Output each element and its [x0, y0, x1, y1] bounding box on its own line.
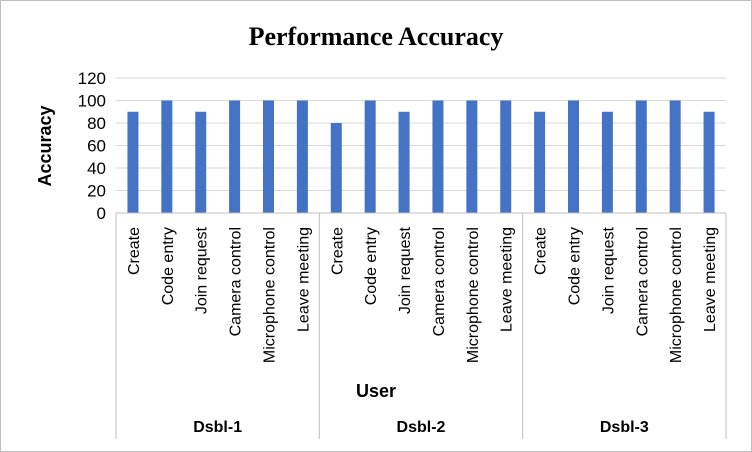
bar: [127, 111, 139, 213]
bar: [635, 100, 647, 213]
category-label: Leave meeting: [499, 227, 516, 332]
bar: [229, 100, 241, 213]
group-label: Dsbl-3: [600, 419, 649, 436]
category-label: Create: [126, 227, 143, 275]
bar: [263, 100, 274, 213]
category-label: Leave meeting: [702, 227, 719, 332]
bar: [364, 100, 376, 213]
category-label: Join request: [397, 226, 414, 314]
bar: [161, 100, 173, 213]
bar: [330, 123, 342, 213]
bar: [568, 100, 579, 213]
category-label: Camera control: [431, 227, 448, 336]
bar: [601, 111, 613, 213]
bar: [432, 100, 444, 213]
bar: [534, 111, 546, 213]
bar: [500, 100, 512, 213]
category-labels: Create Code entry Join request Camera contr…: [126, 226, 719, 363]
bar: [669, 100, 681, 213]
category-label: Join request: [600, 226, 617, 314]
category-label: Create: [533, 227, 550, 275]
gridlines: [116, 77, 726, 191]
category-label: Camera control: [228, 227, 245, 336]
group-label: Dsbl-2: [397, 419, 446, 436]
category-label: Leave meeting: [295, 227, 312, 332]
y-tick-label: 100: [78, 92, 106, 111]
category-label: Camera control: [634, 227, 651, 336]
y-tick-label: 80: [87, 114, 106, 133]
y-tick-label: 120: [78, 69, 106, 88]
category-label: Code entry: [567, 227, 584, 305]
group-label: Dsbl-1: [193, 419, 242, 436]
y-tick-labels: 0 20 40 60 80 100 120: [78, 69, 106, 223]
chart-title: Performance Accuracy: [249, 22, 504, 51]
category-label: Join request: [194, 226, 211, 314]
y-tick-label: 60: [87, 137, 106, 156]
category-label: Microphone control: [465, 227, 482, 363]
y-axis-title: Accuracy: [35, 105, 55, 186]
bar: [398, 111, 410, 213]
y-tick-label: 20: [87, 182, 106, 201]
group-labels: Dsbl-1 Dsbl-2 Dsbl-3: [193, 419, 649, 436]
bar: [703, 111, 715, 213]
category-label: Code entry: [363, 227, 380, 305]
bar: [466, 100, 478, 213]
category-label: Microphone control: [262, 227, 279, 363]
axes: [115, 212, 727, 439]
y-tick-label: 0: [97, 204, 106, 223]
x-axis-title: User: [356, 381, 396, 401]
category-label: Microphone control: [668, 227, 685, 363]
y-tick-label: 40: [87, 159, 106, 178]
bars: [127, 100, 715, 213]
bar: [195, 111, 207, 213]
bar: [296, 100, 308, 213]
category-label: Create: [329, 227, 346, 275]
category-label: Code entry: [160, 227, 177, 305]
